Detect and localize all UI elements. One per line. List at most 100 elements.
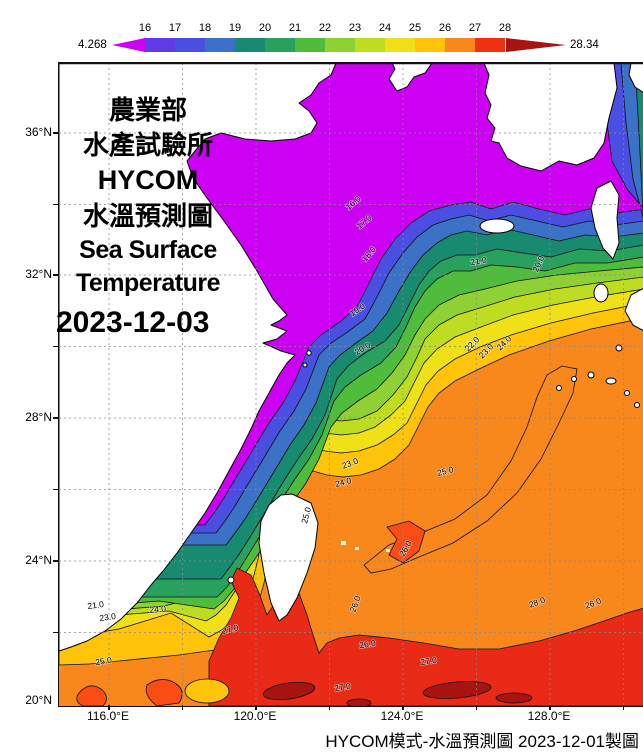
jeju-island: [479, 218, 515, 234]
colorbar-segment: [445, 38, 475, 52]
colorbar-tick-label: 19: [228, 22, 242, 34]
colorbar-tick-label: 26: [438, 22, 452, 34]
zhoushan-islet-1: [306, 350, 312, 356]
colorbar-segment: [355, 38, 385, 52]
dark-red-blob-4: [346, 698, 372, 706]
ryukyu-islet-4: [624, 390, 630, 396]
lon-tick-mark: [255, 705, 257, 710]
yaeyama-islet-1: [341, 541, 346, 545]
lon-tick-mark: [108, 705, 110, 710]
ryukyu-islet-3: [587, 371, 595, 379]
colorbar-tick-label: 16: [138, 22, 152, 34]
lat-tick-label: 32°N: [25, 267, 52, 281]
title-line-temperature: Temperature: [75, 269, 221, 297]
lat-tick-mark: [53, 132, 58, 134]
footer-caption: HYCOM模式-水溫預測圖 2023-12-01製圖: [325, 732, 639, 751]
dark-red-blob-3: [495, 692, 533, 704]
kuroshio-warm-streak: [363, 365, 578, 574]
lat-tick-label: 28°N: [25, 410, 52, 424]
lat-tick-mark: [53, 345, 58, 347]
colorbar-tick-label: 17: [168, 22, 182, 34]
kyushu-right-edge: [624, 287, 643, 332]
lon-tick-mark: [181, 705, 183, 710]
colorbar-segment: [205, 38, 235, 52]
colorbar-min-label: 4.268: [78, 39, 107, 51]
contour-label: 21.0: [87, 599, 105, 611]
lat-lon-gridlines: [59, 63, 643, 706]
lat-tick-mark: [53, 274, 58, 276]
colorbar-under-arrow-icon: [112, 38, 145, 52]
lat-tick-label: 24°N: [25, 553, 52, 567]
colorbar-segment: [295, 38, 325, 52]
lon-tick-mark: [402, 705, 404, 710]
title-line-model: HYCOM: [97, 165, 199, 195]
contour-label: 25.0: [94, 655, 112, 668]
red-hook-northeast-of-taiwan: [386, 520, 426, 564]
gold-pocket-south: [184, 678, 230, 704]
ryukyu-islet-1: [556, 385, 562, 391]
dark-red-blob-1: [262, 681, 316, 701]
colorbar-tick-label: 25: [408, 22, 422, 34]
title-line-maptype: 水溫預測圖: [82, 201, 213, 231]
lon-tick-mark: [549, 705, 551, 710]
lon-tick-label: 116.0°E: [87, 709, 129, 723]
colorbar-segment: [325, 38, 355, 52]
colorbar-tick-label: 20: [258, 22, 272, 34]
taiwan-island: [258, 493, 319, 622]
colorbar-max-label: 28.34: [570, 39, 599, 51]
korea-peninsula-coastline: [483, 63, 618, 172]
colorbar: 4.268 16 17 18 19 20 21 22 23 24 25 26 27 28 28.34: [0, 0, 643, 60]
penghu-islands: [227, 576, 235, 584]
kyushu-goto-islands: [590, 180, 620, 260]
japan-corner-coastline: [628, 63, 643, 93]
contour-label: 26.0: [358, 638, 376, 651]
contour-label: 27.0: [420, 655, 438, 667]
colorbar-tick-label: 24: [378, 22, 392, 34]
lat-tick-mark: [53, 631, 58, 633]
lon-tick-label: 124.0°E: [380, 709, 424, 723]
lat-tick-mark: [53, 488, 58, 490]
forecast-date: 2023-12-03: [56, 306, 210, 339]
colorbar-segment: [235, 38, 265, 52]
contour-label: 24.0: [334, 475, 353, 489]
title-line-institute: 水產試驗所: [82, 130, 213, 160]
contour-label: 27.0: [333, 681, 351, 694]
map-frame: 16.0 17.0 18.0 19.0 20.0 21.0 20.0 22.0 23.0 24.0…: [58, 62, 643, 707]
colorbar-tick-label: 22: [318, 22, 332, 34]
colorbar-segment: [175, 38, 205, 52]
colorbar-tick-label: 21: [288, 22, 302, 34]
sst-contour-map: 16.017.018.019.020.021.0 20.022.023.0 24.0…: [59, 63, 643, 706]
colorbar-tick-label: 27: [468, 22, 482, 34]
lat-tick-mark: [53, 560, 58, 562]
colorbar-segment: [385, 38, 415, 52]
colorbar-segment: [415, 38, 445, 52]
liaodong-peninsula-coastline: [388, 63, 433, 92]
dark-red-blob-2: [422, 681, 492, 699]
lat-tick-mark: [53, 203, 58, 205]
lat-tick-label: 20°N: [25, 693, 52, 707]
lon-tick-label: 128.0°E: [527, 709, 571, 723]
amami-island: [615, 344, 623, 352]
colorbar-over-arrow-icon: [506, 38, 566, 52]
red-patch-southwest: [76, 685, 107, 706]
contour-label: 21.0: [469, 255, 487, 268]
kyushu-west-islet: [593, 283, 609, 303]
colorbar-tick-label: 28: [498, 22, 512, 34]
lon-tick-mark: [475, 705, 477, 710]
contour-label: 24.0: [149, 603, 167, 614]
colorbar-segment: [145, 38, 175, 52]
colorbar-segment: [475, 38, 505, 52]
ryukyu-islet-2: [571, 376, 577, 382]
ryukyu-islet-5: [634, 402, 640, 408]
lon-tick-mark: [622, 705, 624, 710]
zhoushan-islet-2: [302, 362, 308, 368]
lon-tick-label: 120.0°E: [233, 709, 277, 723]
china-mainland-coastline: [59, 63, 337, 652]
title-line-sea-surface: Sea Surface: [79, 236, 217, 264]
colorbar-segment: [265, 38, 295, 52]
okinawa-island: [605, 377, 617, 385]
colorbar-tick-label: 23: [348, 22, 362, 34]
yaeyama-islet-2: [355, 547, 359, 550]
contour-label: 23.0: [99, 611, 117, 623]
